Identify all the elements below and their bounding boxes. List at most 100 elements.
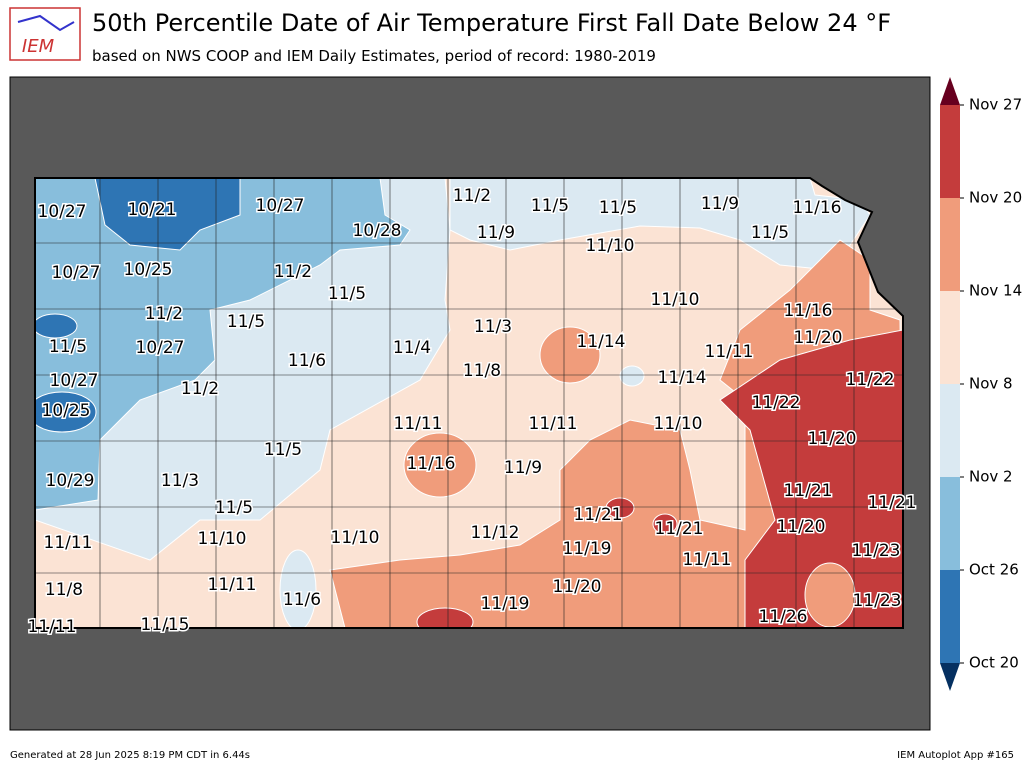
contour — [329, 239, 903, 628]
contour — [619, 365, 645, 387]
contour — [35, 178, 411, 511]
colorbar-label: Nov 20 — [969, 189, 1022, 207]
station-label: 11/20 — [777, 517, 826, 537]
station-label: 11/10 — [586, 236, 635, 256]
station-label: 11/16 — [784, 301, 833, 321]
station-label: 11/21 — [784, 481, 833, 501]
station-label: 11/5 — [215, 498, 253, 518]
title: 50th Percentile Date of Air Temperature … — [92, 9, 891, 37]
colorbar-under — [940, 663, 960, 691]
logo-text: IEM — [22, 36, 55, 57]
station-label: 11/20 — [553, 577, 602, 597]
station-label: 11/10 — [331, 528, 380, 548]
station-label: 11/6 — [283, 590, 321, 610]
station-label: 10/27 — [52, 263, 101, 283]
station-label: 11/5 — [328, 284, 366, 304]
station-label: 10/21 — [128, 200, 177, 220]
station-label: 11/21 — [655, 519, 704, 539]
contour — [605, 497, 635, 519]
station-label: 11/19 — [563, 539, 612, 559]
colorbar: Oct 20 Oct 26 Nov 2 Nov 8 Nov 14 Nov 20 Nov 27 — [940, 77, 1022, 691]
station-label: 11/10 — [654, 414, 703, 434]
contour — [416, 607, 474, 628]
station-label: 11/11 — [394, 414, 443, 434]
station-label: 10/27 — [38, 202, 87, 222]
contour — [279, 549, 317, 628]
contour — [539, 326, 601, 384]
station-label: 11/11 — [529, 414, 578, 434]
station-label: 11/22 — [846, 370, 895, 390]
station-label: 11/5 — [751, 223, 789, 243]
colorbar-label: Oct 20 — [969, 654, 1019, 672]
station-label: 11/12 — [471, 523, 520, 543]
contour — [719, 329, 903, 628]
colorbar-bin — [940, 105, 960, 198]
station-label: 11/10 — [651, 290, 700, 310]
station-label: 11/14 — [577, 332, 626, 352]
station-label: 11/11 — [208, 575, 257, 595]
station-label: 11/20 — [794, 328, 843, 348]
colorbar-bin — [940, 384, 960, 477]
station-label: 10/27 — [256, 196, 305, 216]
station-label: 11/21 — [868, 493, 917, 513]
station-label: 11/11 — [705, 342, 754, 362]
station-label: 11/6 — [288, 351, 326, 371]
contour — [652, 513, 678, 535]
station-label: 11/15 — [141, 615, 190, 635]
station-label: 11/4 — [393, 338, 431, 358]
colorbar-label: Nov 8 — [969, 375, 1013, 393]
colorbar-label: Nov 27 — [969, 96, 1022, 114]
colorbar-over — [940, 77, 960, 105]
footer-left: Generated at 28 Jun 2025 8:19 PM CDT in … — [10, 750, 250, 761]
station-label: 11/21 — [574, 505, 623, 525]
station-label: 10/27 — [136, 338, 185, 358]
station-label: 11/20 — [808, 429, 857, 449]
contour — [35, 313, 78, 339]
station-label: 11/22 — [752, 393, 801, 413]
station-label: 10/27 — [50, 371, 99, 391]
station-label: 11/11 — [683, 550, 732, 570]
station-label: 11/16 — [793, 198, 842, 218]
station-label: 10/25 — [42, 401, 91, 421]
station-label: 10/29 — [46, 471, 95, 491]
station-label: 11/2 — [181, 379, 219, 399]
colorbar-bin — [940, 198, 960, 291]
station-label: 11/11 — [44, 533, 93, 553]
station-label: 11/8 — [463, 361, 501, 381]
subtitle: based on NWS COOP and IEM Daily Estimate… — [92, 47, 656, 65]
contour — [449, 178, 871, 271]
station-label: 11/5 — [49, 337, 87, 357]
station-label: 11/5 — [531, 196, 569, 216]
station-label: 11/11 — [28, 617, 77, 637]
station-label: 11/16 — [407, 454, 456, 474]
station-label: 11/3 — [161, 471, 199, 491]
station-label: 11/9 — [504, 458, 542, 478]
station-label: 11/5 — [599, 198, 637, 218]
station-label: 11/5 — [264, 440, 302, 460]
contour — [804, 562, 856, 628]
map: 10/27 10/21 10/27 10/28 11/2 11/5 11/5 11/9 11/1… — [9, 76, 931, 731]
logo: IEM — [9, 7, 81, 61]
colorbar-bin — [940, 570, 960, 663]
station-label: 11/2 — [145, 304, 183, 324]
station-label: 11/2 — [453, 186, 491, 206]
colorbar-label: Nov 2 — [969, 468, 1013, 486]
station-label: 10/25 — [124, 260, 173, 280]
station-label: 11/10 — [198, 529, 247, 549]
station-label: 11/23 — [853, 591, 902, 611]
colorbar-label: Nov 14 — [969, 282, 1022, 300]
station-label: 11/5 — [227, 312, 265, 332]
colorbar-bin — [940, 477, 960, 570]
station-label: 11/14 — [658, 368, 707, 388]
station-label: 11/23 — [852, 541, 901, 561]
contour — [403, 432, 477, 498]
contour — [94, 178, 241, 251]
station-label: 11/19 — [481, 594, 530, 614]
station-label: 10/28 — [353, 221, 402, 241]
station-label: 11/3 — [474, 317, 512, 337]
footer-right: IEM Autoplot App #165 — [897, 750, 1014, 761]
station-label: 11/9 — [477, 223, 515, 243]
station-label: 11/2 — [274, 262, 312, 282]
